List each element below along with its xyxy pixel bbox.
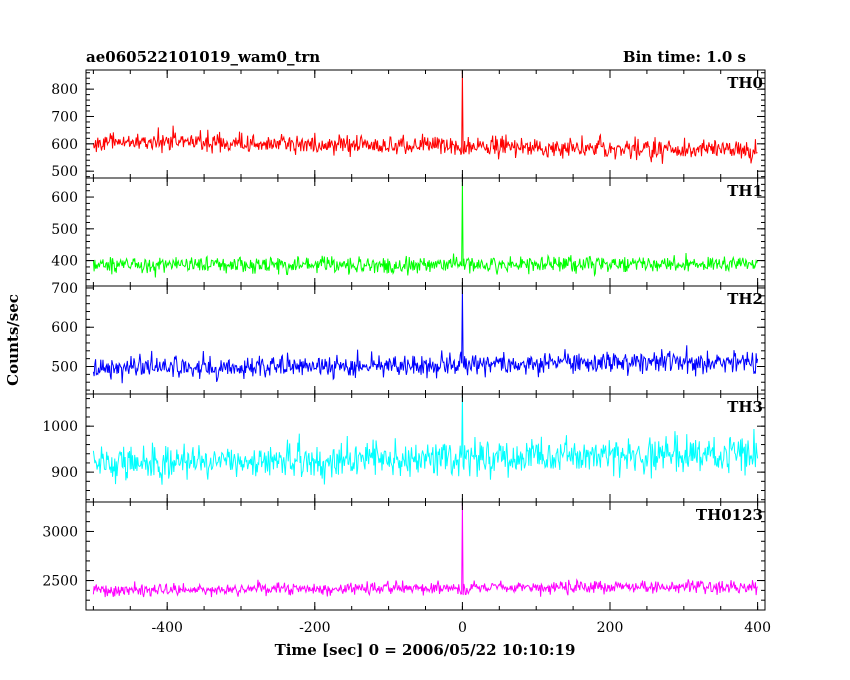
y-tick-label: 600 bbox=[51, 137, 78, 153]
x-tick-label: 400 bbox=[744, 620, 771, 636]
y-tick-label: 900 bbox=[51, 465, 78, 481]
y-tick-label: 2500 bbox=[42, 574, 78, 590]
bin-time-label: Bin time: 1.0 s bbox=[623, 48, 746, 66]
panel-name-label: TH0123 bbox=[696, 506, 763, 524]
y-tick-label: 500 bbox=[51, 164, 78, 180]
series-line-th0123 bbox=[92, 502, 759, 598]
panel-name-label: TH0 bbox=[727, 74, 763, 92]
x-tick-label: -200 bbox=[299, 620, 330, 636]
chart-title: ae060522101019_wam0_trn bbox=[86, 48, 320, 66]
panel-th3: 900 1000 TH3 bbox=[42, 393, 766, 503]
series-line-th1 bbox=[92, 179, 759, 278]
panel-frame bbox=[85, 501, 766, 611]
y-tick-label: 1000 bbox=[42, 419, 78, 435]
y-tick-label: 3000 bbox=[42, 524, 78, 540]
x-tick-label: -400 bbox=[151, 620, 182, 636]
panel-th0: 500 600 700 800 TH0 bbox=[51, 69, 766, 180]
panel-name-label: TH1 bbox=[727, 182, 763, 200]
panel-frame bbox=[85, 393, 766, 503]
series-line-th0 bbox=[92, 70, 758, 164]
y-tick-label: 500 bbox=[51, 360, 78, 376]
y-tick-label: 500 bbox=[51, 222, 78, 238]
y-tick-label: 600 bbox=[51, 320, 78, 336]
x-axis-label: Time [sec] 0 = 2006/05/22 10:10:19 bbox=[275, 641, 576, 659]
y-tick-label: 700 bbox=[51, 109, 78, 125]
panel-name-label: TH2 bbox=[727, 290, 763, 308]
x-tick-label: 0 bbox=[458, 620, 467, 636]
x-tick-label: 200 bbox=[597, 620, 624, 636]
panel-th2: 500 600 700 TH2 bbox=[51, 281, 766, 395]
y-tick-label: 800 bbox=[51, 82, 78, 98]
y-tick-label: 600 bbox=[51, 190, 78, 206]
series-line-th3 bbox=[92, 396, 759, 485]
y-tick-label: 700 bbox=[51, 281, 78, 297]
y-tick-label: 400 bbox=[51, 254, 78, 270]
panels-group: 500 600 700 800 TH0 400 500 600 TH1 500 600 700 TH2 9… bbox=[42, 69, 771, 636]
panel-frame bbox=[85, 69, 766, 179]
series-line-th2 bbox=[92, 287, 759, 384]
panel-frame bbox=[85, 285, 766, 395]
panel-name-label: TH3 bbox=[727, 398, 763, 416]
panel-th1: 400 500 600 TH1 bbox=[51, 177, 766, 287]
y-axis-label: Counts/sec bbox=[4, 294, 22, 386]
panel-th0123: 2500 3000 TH0123 bbox=[42, 501, 766, 611]
